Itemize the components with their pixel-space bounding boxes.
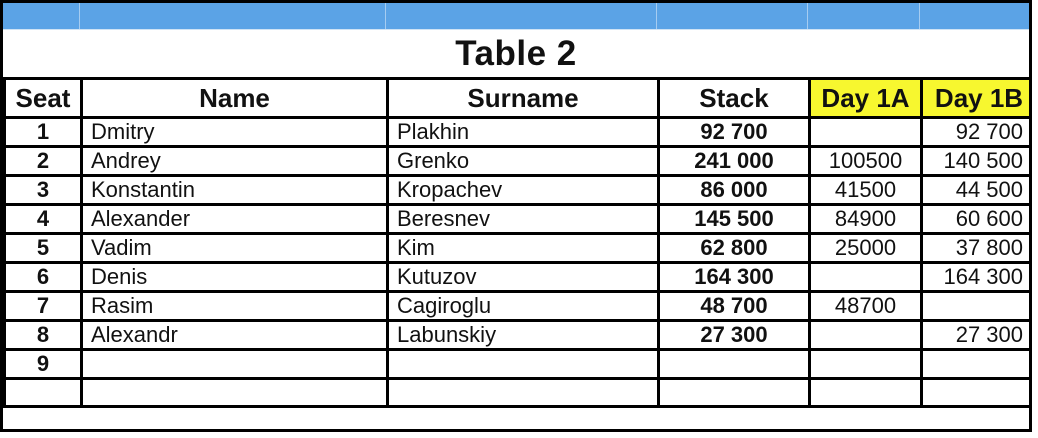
cell-day1a: 100500 bbox=[808, 145, 923, 177]
cell-stack: 48 700 bbox=[657, 290, 811, 322]
column-header-day1a: Day 1A bbox=[808, 77, 923, 119]
cell-day1a bbox=[808, 377, 923, 408]
top-bar-cell bbox=[80, 3, 386, 29]
cell-name: Vadim bbox=[80, 232, 389, 264]
cell-day1a: 41500 bbox=[808, 174, 923, 206]
table-row: 7 Rasim Cagiroglu 48 700 48700 bbox=[3, 290, 1029, 322]
cell-stack bbox=[657, 348, 811, 380]
cell-day1a: 25000 bbox=[808, 232, 923, 264]
cell-surname bbox=[386, 377, 660, 408]
cell-surname: Labunskiy bbox=[386, 319, 660, 351]
top-bar-cell bbox=[808, 3, 920, 29]
cell-name bbox=[80, 348, 389, 380]
cell-surname: Kropachev bbox=[386, 174, 660, 206]
top-bar-cell bbox=[386, 3, 657, 29]
cell-name: Rasim bbox=[80, 290, 389, 322]
cell-stack: 145 500 bbox=[657, 203, 811, 235]
cell-day1b: 37 800 bbox=[920, 232, 1029, 264]
cell-surname: Cagiroglu bbox=[386, 290, 660, 322]
table-row: 6 Denis Kutuzov 164 300 164 300 bbox=[3, 261, 1029, 293]
cell-day1a bbox=[808, 116, 923, 148]
cell-surname: Beresnev bbox=[386, 203, 660, 235]
page-title: Table 2 bbox=[455, 33, 577, 73]
column-header-name: Name bbox=[80, 77, 389, 119]
table-row: 1 Dmitry Plakhin 92 700 92 700 bbox=[3, 116, 1029, 148]
title-row: Table 2 bbox=[3, 30, 1029, 77]
cell-name: Dmitry bbox=[80, 116, 389, 148]
cell-name: Konstantin bbox=[80, 174, 389, 206]
top-bar bbox=[3, 3, 1029, 30]
cell-name: Denis bbox=[80, 261, 389, 293]
top-bar-cell bbox=[3, 3, 80, 29]
header-row: Seat Name Surname Stack Day 1A Day 1B bbox=[3, 77, 1029, 119]
cell-day1b: 92 700 bbox=[920, 116, 1029, 148]
column-header-day1b: Day 1B bbox=[920, 77, 1029, 119]
cell-seat: 4 bbox=[3, 203, 83, 235]
cell-day1b: 164 300 bbox=[920, 261, 1029, 293]
cell-stack: 164 300 bbox=[657, 261, 811, 293]
cell-day1a bbox=[808, 261, 923, 293]
cell-seat bbox=[3, 377, 83, 408]
cell-name: Alexandr bbox=[80, 319, 389, 351]
cell-stack: 241 000 bbox=[657, 145, 811, 177]
cell-seat: 1 bbox=[3, 116, 83, 148]
cell-seat: 8 bbox=[3, 319, 83, 351]
cell-stack: 62 800 bbox=[657, 232, 811, 264]
cell-surname: Kutuzov bbox=[386, 261, 660, 293]
table-row: 8 Alexandr Labunskiy 27 300 27 300 bbox=[3, 319, 1029, 351]
cell-stack: 86 000 bbox=[657, 174, 811, 206]
cell-name: Andrey bbox=[80, 145, 389, 177]
table-row: 9 bbox=[3, 348, 1029, 380]
table-row: 4 Alexander Beresnev 145 500 84900 60 60… bbox=[3, 203, 1029, 235]
table-row: 3 Konstantin Kropachev 86 000 41500 44 5… bbox=[3, 174, 1029, 206]
cell-stack: 27 300 bbox=[657, 319, 811, 351]
cell-surname: Grenko bbox=[386, 145, 660, 177]
cell-name bbox=[80, 377, 389, 408]
cell-surname: Kim bbox=[386, 232, 660, 264]
cell-day1b bbox=[920, 290, 1029, 322]
cell-day1b bbox=[920, 348, 1029, 380]
cell-surname bbox=[386, 348, 660, 380]
table-body: 1 Dmitry Plakhin 92 700 92 700 2 Andrey … bbox=[3, 116, 1029, 408]
cell-surname: Plakhin bbox=[386, 116, 660, 148]
seating-table: Seat Name Surname Stack Day 1A Day 1B 1 … bbox=[3, 77, 1029, 408]
cell-day1b: 27 300 bbox=[920, 319, 1029, 351]
top-bar-cell bbox=[920, 3, 1029, 29]
table-row: 2 Andrey Grenko 241 000 100500 140 500 bbox=[3, 145, 1029, 177]
cell-day1b: 44 500 bbox=[920, 174, 1029, 206]
cell-day1b bbox=[920, 377, 1029, 408]
cell-seat: 6 bbox=[3, 261, 83, 293]
table-row bbox=[3, 377, 1029, 408]
cell-stack bbox=[657, 377, 811, 408]
cell-day1a: 84900 bbox=[808, 203, 923, 235]
cell-stack: 92 700 bbox=[657, 116, 811, 148]
cell-seat: 5 bbox=[3, 232, 83, 264]
column-header-surname: Surname bbox=[386, 77, 660, 119]
cell-day1a bbox=[808, 348, 923, 380]
column-header-stack: Stack bbox=[657, 77, 811, 119]
cell-day1a bbox=[808, 319, 923, 351]
cell-day1b: 60 600 bbox=[920, 203, 1029, 235]
table-row: 5 Vadim Kim 62 800 25000 37 800 bbox=[3, 232, 1029, 264]
top-bar-cell bbox=[657, 3, 808, 29]
cell-day1b: 140 500 bbox=[920, 145, 1029, 177]
cell-seat: 9 bbox=[3, 348, 83, 380]
cell-seat: 2 bbox=[3, 145, 83, 177]
cell-seat: 3 bbox=[3, 174, 83, 206]
column-header-seat: Seat bbox=[3, 77, 83, 119]
cell-name: Alexander bbox=[80, 203, 389, 235]
cell-day1a: 48700 bbox=[808, 290, 923, 322]
cell-seat: 7 bbox=[3, 290, 83, 322]
